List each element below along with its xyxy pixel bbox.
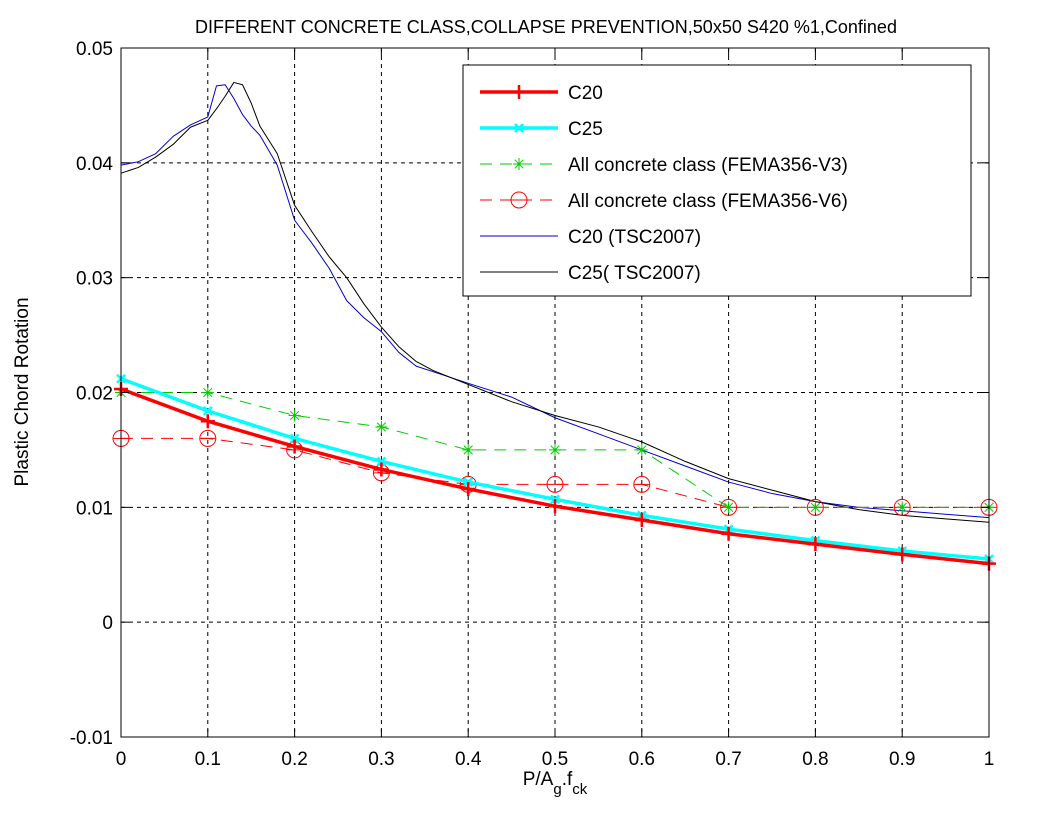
- data-point: [287, 439, 302, 454]
- y-tick-label: 0.05: [76, 39, 113, 60]
- series-layer: [112, 81, 998, 571]
- data-point: [462, 443, 475, 456]
- data-point: [721, 526, 736, 541]
- data-point: [809, 501, 822, 514]
- legend-marker: [512, 85, 526, 99]
- data-point: [548, 499, 562, 514]
- y-tick-label: 0.04: [76, 154, 113, 175]
- legend: C20 C25 All concrete class (FEMA356-V3) All…: [462, 64, 972, 297]
- x-tick-label: 0.2: [281, 749, 307, 770]
- x-tick-label: 0.7: [715, 749, 741, 770]
- x-tick-label: 0.6: [629, 749, 655, 770]
- data-point: [634, 512, 649, 527]
- legend-entry-3: All concrete class (FEMA356-V6): [480, 191, 848, 212]
- x-axis-label-main: P/A: [523, 769, 554, 790]
- x-tick-label: 0.9: [889, 749, 915, 770]
- x-tick-label: 0.3: [368, 749, 394, 770]
- data-point: [288, 409, 301, 422]
- y-tick-label: 0.03: [76, 269, 113, 290]
- legend-entry-5: C25( TSC2007): [480, 263, 701, 284]
- legend-entry-2: All concrete class (FEMA356-V3): [480, 155, 848, 176]
- x-axis-label-sub2: ck: [572, 781, 588, 798]
- x-tick-label: 0.8: [802, 749, 828, 770]
- data-point: [201, 386, 214, 399]
- series-line: [120, 81, 990, 523]
- data-point: [289, 433, 300, 444]
- chart-title: DIFFERENT CONCRETE CLASS,COLLAPSE PREVEN…: [195, 17, 897, 37]
- y-axis-label: Plastic Chord Rotation: [12, 297, 33, 486]
- series-4: [120, 84, 990, 519]
- data-point: [200, 414, 215, 429]
- ticks: 0 0.1 0.2 0.3 0.4 0.5 0.6 0.7 0.8 0.9 1-0.0100.010…: [70, 39, 995, 770]
- x-axis-label-dot: .f: [562, 769, 573, 790]
- legend-box: [462, 64, 972, 297]
- data-point: [722, 501, 735, 514]
- data-point: [635, 443, 648, 456]
- legend-entry-1: C25: [480, 119, 603, 140]
- legend-label: C25( TSC2007): [568, 263, 701, 284]
- x-tick-label: 0.5: [542, 749, 568, 770]
- data-point: [461, 481, 476, 496]
- data-point: [376, 456, 387, 467]
- data-point: [202, 405, 213, 416]
- y-tick-label: 0.01: [76, 498, 113, 519]
- y-tick-label: 0.02: [76, 384, 113, 405]
- data-point: [896, 501, 909, 514]
- x-axis-label: P/Ag.fck: [523, 769, 588, 798]
- data-point: [549, 443, 561, 456]
- legend-entry-4: C20 (TSC2007): [480, 227, 701, 248]
- data-point: [375, 420, 388, 433]
- legend-label: All concrete class (FEMA356-V6): [568, 191, 848, 212]
- x-tick-label: 0.1: [195, 749, 221, 770]
- y-tick-label: -0.01: [70, 728, 113, 749]
- y-tick-label: 0: [102, 613, 113, 634]
- x-tick-label: 1: [984, 749, 995, 770]
- series-0: [114, 382, 996, 571]
- legend-label: C25: [568, 119, 603, 140]
- legend-label: All concrete class (FEMA356-V3): [568, 155, 848, 176]
- data-point: [808, 537, 823, 552]
- data-point: [895, 547, 910, 562]
- data-point: [374, 462, 389, 477]
- series-line: [120, 84, 990, 519]
- legend-label: C20 (TSC2007): [568, 227, 701, 248]
- x-tick-label: 0.4: [455, 749, 482, 770]
- legend-label: C20: [568, 83, 603, 104]
- legend-entry-0: C20: [480, 83, 603, 104]
- series-5: [120, 81, 990, 523]
- x-axis-label-sub1: g: [553, 781, 561, 798]
- x-tick-label: 0: [116, 749, 127, 770]
- legend-marker: [514, 123, 524, 133]
- legend-marker: [513, 158, 525, 170]
